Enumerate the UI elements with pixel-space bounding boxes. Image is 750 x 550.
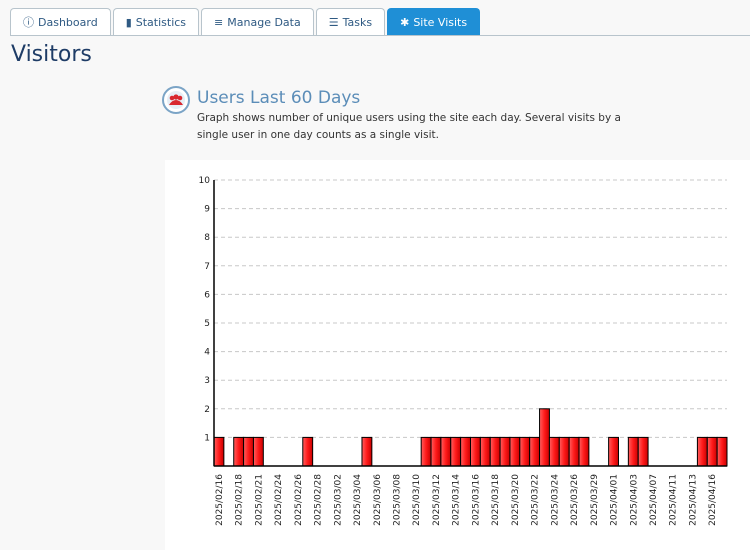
bar [519, 436, 531, 467]
y-tick-label: 8 [204, 233, 210, 243]
bar [233, 436, 245, 467]
bar [568, 436, 580, 467]
y-tick-label: 3 [204, 376, 210, 386]
y-tick-label: 7 [204, 262, 210, 272]
x-tick-label: 2025/04/01 [610, 474, 620, 526]
bar [706, 436, 718, 467]
bar [558, 436, 570, 467]
x-tick-label: 2025/03/14 [452, 474, 462, 526]
x-tick-label: 2025/02/28 [314, 474, 324, 526]
y-tick-label: 6 [204, 290, 210, 300]
tab[interactable]: ≡ Manage Data [201, 8, 314, 35]
tab-active[interactable]: ✱ Site Visits [387, 8, 481, 35]
bar [499, 436, 511, 467]
y-tick-label: 1 [204, 433, 210, 443]
bar [243, 436, 254, 467]
x-tick-label: 2025/02/18 [235, 474, 245, 526]
tab-label: Site Visits [413, 15, 468, 29]
x-tick-label: 2025/03/20 [511, 474, 521, 526]
x-tick-label: 2025/03/29 [590, 474, 600, 526]
icon: ▮ [125, 15, 132, 29]
x-tick-label: 2025/02/24 [274, 474, 284, 526]
y-tick-label: 9 [204, 205, 210, 215]
x-tick-label: 2025/03/16 [471, 474, 481, 526]
bar [548, 436, 560, 467]
page-title: Visitors [11, 42, 92, 67]
x-tick-label: 2025/02/16 [215, 474, 225, 526]
tab-label: Tasks [342, 15, 373, 29]
section-icon [162, 86, 190, 114]
bar [696, 436, 708, 467]
bar [470, 436, 481, 467]
bar [637, 436, 649, 467]
bar [479, 436, 491, 467]
bar [529, 436, 541, 467]
y-tick-label: 2 [204, 405, 210, 415]
y-tick-label: 5 [204, 319, 210, 329]
x-tick-label: 2025/03/08 [393, 474, 403, 526]
x-tick-label: 2025/03/04 [353, 474, 363, 526]
x-tick-label: 2025/02/21 [254, 474, 264, 526]
icon: ⓘ [23, 16, 34, 29]
bar [420, 436, 432, 467]
x-tick-label: 2025/04/03 [629, 474, 639, 526]
bar [608, 436, 619, 467]
x-tick-label: 2025/04/13 [688, 474, 698, 526]
x-tick-label: 2025/03/24 [550, 474, 560, 526]
x-tick-label: 2025/04/16 [708, 474, 718, 526]
bar [578, 436, 590, 467]
x-tick-label: 2025/03/06 [373, 474, 383, 526]
icon: ≡ [214, 15, 224, 29]
bar [489, 436, 501, 467]
chart: 1 2 3 4 5 6 7 8 9 10 2025/02/16 2025/02/18 2025/02/2… [165, 160, 750, 550]
tab[interactable]: ▮ Statistics [112, 8, 200, 35]
bar [440, 436, 452, 467]
divider [10, 35, 750, 36]
bar [252, 436, 264, 467]
bar [361, 436, 373, 467]
x-tick-label: 2025/03/22 [531, 474, 541, 526]
tab[interactable]: ⓘ Dashboard [10, 8, 111, 35]
y-tick-label: 4 [204, 348, 210, 358]
x-tick-label: 2025/03/18 [491, 474, 501, 526]
section-title: Users Last 60 Days [197, 88, 361, 108]
bar [213, 436, 225, 467]
tab[interactable]: ☰ Tasks [315, 8, 386, 35]
x-tick-label: 2025/03/10 [412, 474, 422, 526]
bar [627, 436, 639, 467]
bar [430, 436, 442, 467]
icon: ✱ [400, 15, 410, 29]
y-tick-label: 10 [199, 176, 211, 186]
bar [450, 436, 462, 467]
tab-label: Dashboard [38, 15, 98, 29]
tab-label: Manage Data [227, 15, 301, 29]
x-tick-label: 2025/04/07 [649, 474, 659, 526]
bar [509, 436, 521, 467]
bar [539, 408, 550, 467]
bar [716, 436, 728, 467]
tab-label: Statistics [135, 15, 187, 29]
x-tick-label: 2025/04/11 [669, 474, 679, 526]
section-description: Graph shows number of unique users using… [197, 112, 621, 141]
bar [302, 436, 314, 467]
x-tick-label: 2025/03/26 [570, 474, 580, 526]
x-tick-label: 2025/03/12 [432, 474, 442, 526]
x-tick-label: 2025/03/02 [333, 474, 343, 526]
tab-bar: ⓘ Dashboard ▮ Statistics ≡ Manage Data ☰ Tas… [10, 8, 481, 35]
icon: ☰ [328, 15, 339, 29]
x-tick-label: 2025/02/26 [294, 474, 304, 526]
bar [460, 436, 471, 467]
